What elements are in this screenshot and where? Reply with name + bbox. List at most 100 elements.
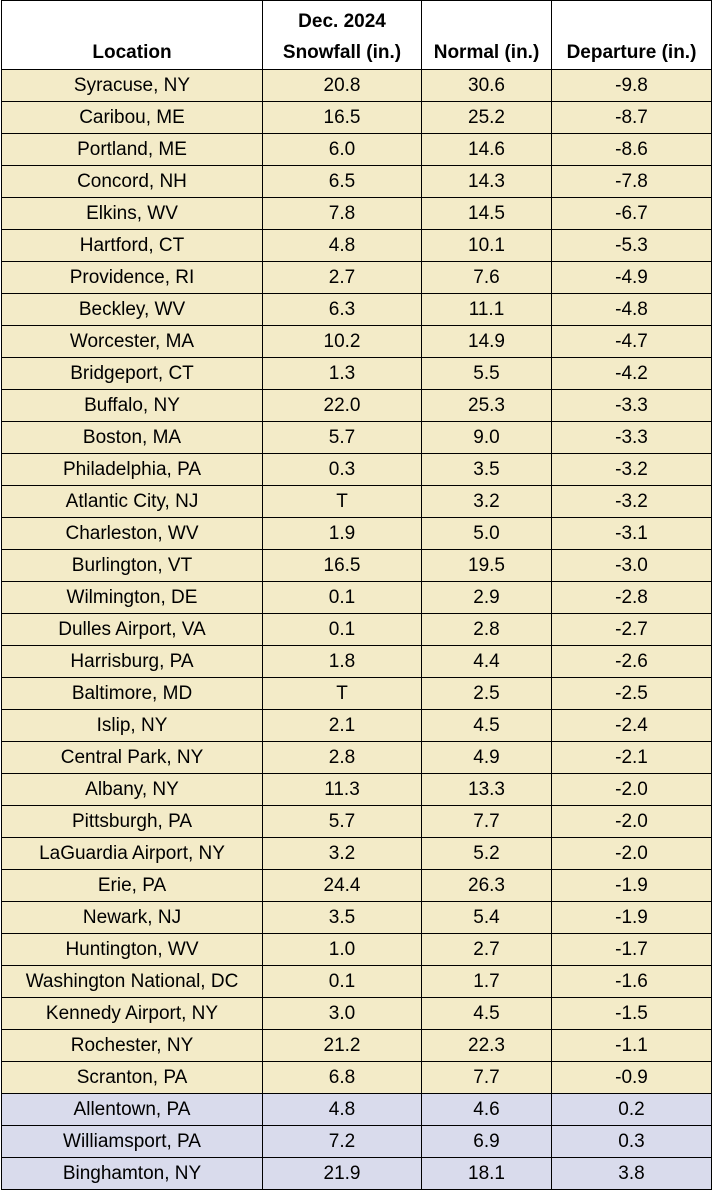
cell-snowfall: T xyxy=(262,485,422,518)
cell-location: Buffalo, NY xyxy=(1,389,263,422)
cell-normal: 19.5 xyxy=(421,549,552,582)
table-row: Washington National, DC 0.1 1.7 -1.6 xyxy=(1,965,712,998)
cell-departure: -7.8 xyxy=(551,165,712,198)
table-row: Central Park, NY 2.8 4.9 -2.1 xyxy=(1,741,712,774)
table-row: Concord, NH 6.5 14.3 -7.8 xyxy=(1,165,712,198)
cell-departure: -3.3 xyxy=(551,389,712,422)
table-row: Erie, PA 24.4 26.3 -1.9 xyxy=(1,869,712,902)
cell-normal: 25.2 xyxy=(421,101,552,134)
cell-location: Allentown, PA xyxy=(1,1093,263,1126)
cell-location: Williamsport, PA xyxy=(1,1125,263,1158)
cell-snowfall: 20.8 xyxy=(262,69,422,102)
cell-snowfall: 0.1 xyxy=(262,965,422,998)
table-row: Scranton, PA 6.8 7.7 -0.9 xyxy=(1,1061,712,1094)
cell-departure: -6.7 xyxy=(551,197,712,230)
cell-snowfall: 0.1 xyxy=(262,581,422,614)
cell-snowfall: 3.2 xyxy=(262,837,422,870)
cell-normal: 2.9 xyxy=(421,581,552,614)
cell-location: Wilmington, DE xyxy=(1,581,263,614)
cell-departure: -2.6 xyxy=(551,645,712,678)
cell-location: Harrisburg, PA xyxy=(1,645,263,678)
cell-snowfall: 21.9 xyxy=(262,1157,422,1190)
cell-normal: 9.0 xyxy=(421,421,552,454)
cell-normal: 25.3 xyxy=(421,389,552,422)
cell-normal: 11.1 xyxy=(421,293,552,326)
header-departure: Departure (in.) xyxy=(551,0,712,70)
cell-snowfall: 4.8 xyxy=(262,229,422,262)
cell-normal: 7.7 xyxy=(421,805,552,838)
cell-departure: -1.9 xyxy=(551,901,712,934)
cell-snowfall: 3.0 xyxy=(262,997,422,1030)
cell-snowfall: 2.1 xyxy=(262,709,422,742)
cell-snowfall: 7.2 xyxy=(262,1125,422,1158)
cell-snowfall: 2.7 xyxy=(262,261,422,294)
table-row: Caribou, ME 16.5 25.2 -8.7 xyxy=(1,101,712,134)
cell-departure: -4.7 xyxy=(551,325,712,358)
cell-snowfall: 3.5 xyxy=(262,901,422,934)
table-row: Beckley, WV 6.3 11.1 -4.8 xyxy=(1,293,712,326)
table-row: Wilmington, DE 0.1 2.9 -2.8 xyxy=(1,581,712,614)
cell-snowfall: 1.3 xyxy=(262,357,422,390)
cell-normal: 4.5 xyxy=(421,709,552,742)
cell-departure: -1.6 xyxy=(551,965,712,998)
cell-normal: 22.3 xyxy=(421,1029,552,1062)
cell-departure: -4.2 xyxy=(551,357,712,390)
cell-normal: 2.7 xyxy=(421,933,552,966)
cell-normal: 14.3 xyxy=(421,165,552,198)
cell-location: Charleston, WV xyxy=(1,517,263,550)
cell-location: LaGuardia Airport, NY xyxy=(1,837,263,870)
cell-snowfall: 6.0 xyxy=(262,133,422,166)
cell-location: Boston, MA xyxy=(1,421,263,454)
cell-snowfall: 2.8 xyxy=(262,741,422,774)
cell-departure: -3.0 xyxy=(551,549,712,582)
cell-normal: 4.4 xyxy=(421,645,552,678)
cell-location: Portland, ME xyxy=(1,133,263,166)
cell-normal: 5.5 xyxy=(421,357,552,390)
cell-departure: -3.2 xyxy=(551,453,712,486)
cell-normal: 4.6 xyxy=(421,1093,552,1126)
table-row: Binghamton, NY 21.9 18.1 3.8 xyxy=(1,1157,712,1190)
cell-normal: 30.6 xyxy=(421,69,552,102)
cell-snowfall: 1.9 xyxy=(262,517,422,550)
cell-location: Dulles Airport, VA xyxy=(1,613,263,646)
cell-location: Philadelphia, PA xyxy=(1,453,263,486)
cell-departure: 0.2 xyxy=(551,1093,712,1126)
table-row: Hartford, CT 4.8 10.1 -5.3 xyxy=(1,229,712,262)
cell-departure: 3.8 xyxy=(551,1157,712,1190)
table-row: Williamsport, PA 7.2 6.9 0.3 xyxy=(1,1125,712,1158)
header-snowfall: Dec. 2024 Snowfall (in.) xyxy=(262,0,422,70)
cell-location: Concord, NH xyxy=(1,165,263,198)
table-row: Islip, NY 2.1 4.5 -2.4 xyxy=(1,709,712,742)
cell-departure: -1.9 xyxy=(551,869,712,902)
cell-normal: 6.9 xyxy=(421,1125,552,1158)
header-snowfall-line1: Dec. 2024 xyxy=(298,11,386,32)
cell-departure: -8.7 xyxy=(551,101,712,134)
cell-normal: 7.6 xyxy=(421,261,552,294)
cell-location: Elkins, WV xyxy=(1,197,263,230)
cell-normal: 7.7 xyxy=(421,1061,552,1094)
cell-normal: 5.4 xyxy=(421,901,552,934)
cell-location: Scranton, PA xyxy=(1,1061,263,1094)
table-row: Portland, ME 6.0 14.6 -8.6 xyxy=(1,133,712,166)
cell-location: Bridgeport, CT xyxy=(1,357,263,390)
table-row: Atlantic City, NJ T 3.2 -3.2 xyxy=(1,485,712,518)
cell-snowfall: 22.0 xyxy=(262,389,422,422)
table-row: Newark, NJ 3.5 5.4 -1.9 xyxy=(1,901,712,934)
cell-location: Kennedy Airport, NY xyxy=(1,997,263,1030)
cell-location: Islip, NY xyxy=(1,709,263,742)
header-normal: Normal (in.) xyxy=(421,0,552,70)
cell-departure: -1.5 xyxy=(551,997,712,1030)
cell-normal: 5.0 xyxy=(421,517,552,550)
cell-location: Pittsburgh, PA xyxy=(1,805,263,838)
cell-departure: -2.5 xyxy=(551,677,712,710)
cell-location: Washington National, DC xyxy=(1,965,263,998)
cell-departure: -0.9 xyxy=(551,1061,712,1094)
table-body: Syracuse, NY 20.8 30.6 -9.8 Caribou, ME 16.5 2… xyxy=(1,69,712,1190)
cell-departure: -2.7 xyxy=(551,613,712,646)
cell-departure: -9.8 xyxy=(551,69,712,102)
cell-location: Erie, PA xyxy=(1,869,263,902)
cell-snowfall: 16.5 xyxy=(262,549,422,582)
cell-departure: -4.9 xyxy=(551,261,712,294)
header-snowfall-line2: Snowfall (in.) xyxy=(282,42,402,63)
